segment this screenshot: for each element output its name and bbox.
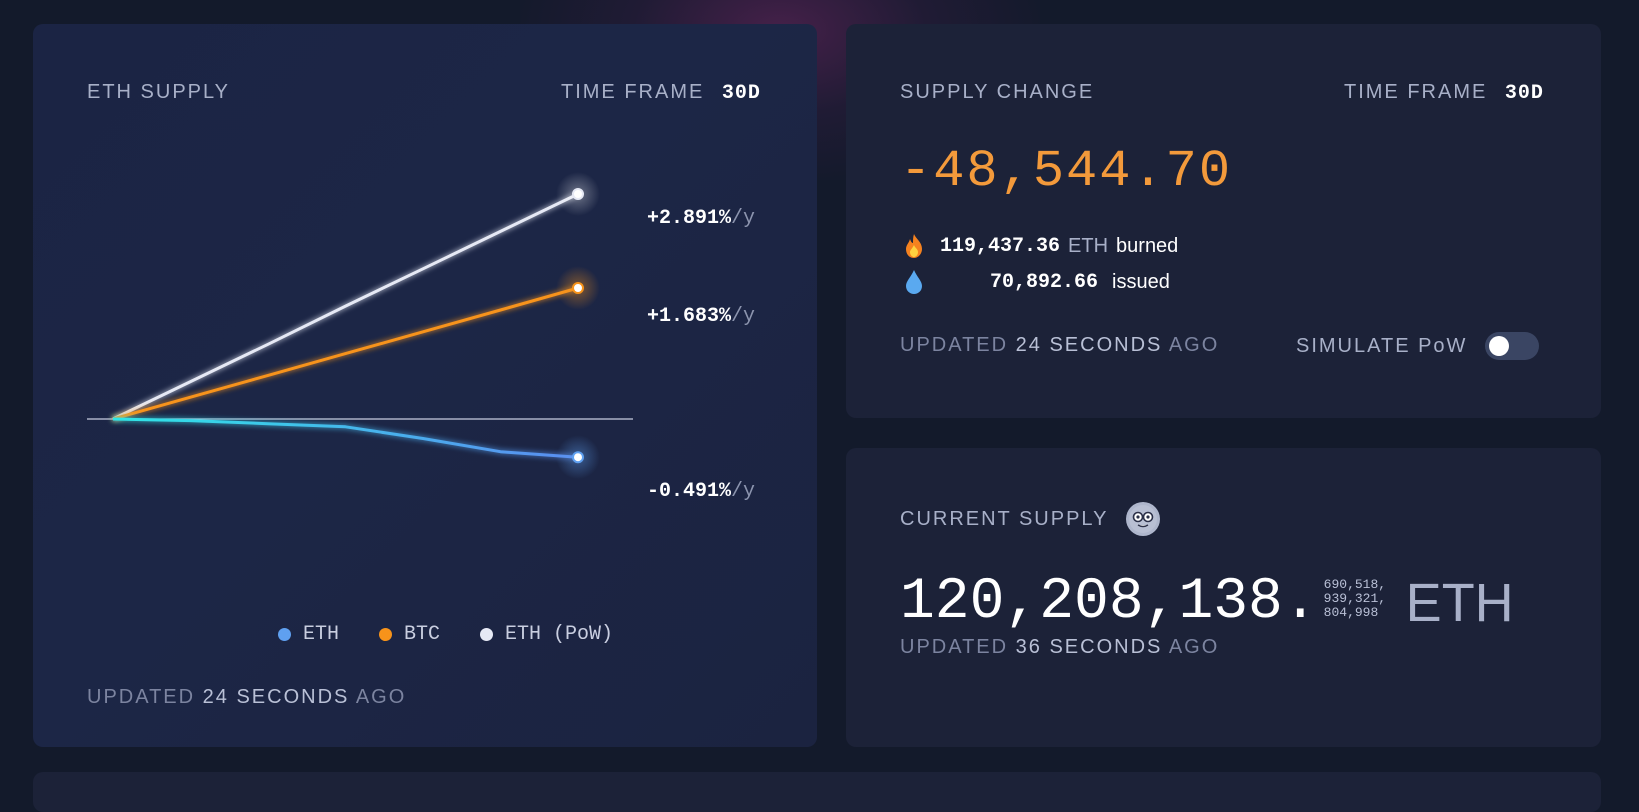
legend-item-btc[interactable]: BTC [379, 623, 440, 646]
burned-amount: 119,437.36 [940, 234, 1061, 258]
supply-unit: ETH [1405, 573, 1514, 633]
simulate-pow-toggle[interactable] [1485, 332, 1540, 360]
supply-change-updated: UPDATED 24 SECONDS AGO [900, 334, 1219, 357]
legend-item-eth-pow[interactable]: ETH (PoW) [480, 623, 613, 646]
supply-fraction: 690,518, 939,321, 804,998 [1324, 578, 1396, 620]
supply-change-title: SUPPLY CHANGE [900, 81, 1095, 103]
simulate-pow: SIMULATE PoW [1296, 332, 1540, 360]
updated-prefix: UPDATED [900, 636, 1009, 658]
pow-unit: /y [731, 207, 756, 230]
series-line-btc [112, 286, 579, 421]
eth-supply-card: ETH SUPPLY TIME FRAME 30d +2.891%/y +1.6… [33, 24, 817, 747]
time-frame-label: TIME FRAME [561, 81, 705, 103]
time-frame-label: TIME FRAME [1344, 81, 1488, 103]
current-supply-updated: UPDATED 36 SECONDS AGO [900, 636, 1219, 659]
current-supply-title: CURRENT SUPPLY [900, 508, 1109, 530]
current-supply-value: 120,208,138. 690,518, 939,321, 804,998 E… [900, 568, 1514, 638]
legend-label-eth-pow: ETH (PoW) [505, 623, 614, 646]
issued-amount: 70,892.66 [990, 270, 1099, 294]
fraction-line: 939,321, [1323, 591, 1387, 606]
updated-value: 24 SECONDS [202, 686, 350, 708]
updated-suffix: AGO [1168, 334, 1220, 356]
legend-label-btc: BTC [404, 623, 441, 646]
pow-end-label: +2.891%/y [647, 207, 755, 230]
fraction-line: 804,998 [1323, 605, 1379, 620]
supply-integer: 120,208,138. [900, 570, 1318, 635]
btc-dot-icon [379, 628, 393, 641]
issued-row: 70,892.66 issued [900, 268, 1170, 296]
droplet-icon [900, 268, 928, 296]
eth-pow-dot-icon [480, 628, 494, 641]
updated-value: 24 SECONDS [1015, 334, 1163, 356]
current-supply-card: CURRENT SUPPLY 120,208,138. 690,518, 939… [846, 448, 1601, 747]
updated-prefix: UPDATED [900, 334, 1009, 356]
eth-supply-updated: UPDATED 24 SECONDS AGO [87, 686, 406, 709]
simulate-pow-label: SIMULATE PoW [1296, 334, 1468, 357]
updated-value: 36 SECONDS [1015, 636, 1163, 658]
series-end-point-btc[interactable] [572, 282, 584, 295]
burned-row: 119,437.36 ETH burned [900, 232, 1178, 260]
legend-item-eth[interactable]: ETH [278, 623, 339, 646]
updated-suffix: AGO [1168, 636, 1220, 658]
btc-end-label: +1.683%/y [647, 305, 755, 328]
issued-word: issued [1112, 270, 1170, 293]
chart-legend: ETH BTC ETH (PoW) [278, 623, 613, 646]
updated-suffix: AGO [355, 686, 407, 708]
btc-percent: +1.683% [647, 305, 732, 328]
eth-dot-icon [278, 628, 291, 641]
toggle-knob [1489, 336, 1510, 356]
time-frame-selector[interactable]: TIME FRAME 30d [1344, 81, 1544, 105]
burned-unit: ETH [1068, 234, 1109, 257]
series-line-eth [112, 417, 579, 459]
eth-percent: -0.491% [647, 480, 732, 503]
series-end-point-eth-pow[interactable] [572, 188, 584, 200]
legend-label-eth: ETH [303, 623, 340, 646]
time-frame-value[interactable]: 30d [721, 82, 761, 105]
series-end-point-eth[interactable] [572, 451, 584, 464]
pow-percent: +2.891% [647, 207, 732, 230]
next-section-card [33, 772, 1601, 812]
time-frame-value[interactable]: 30d [1504, 82, 1544, 105]
eth-supply-title: ETH SUPPLY [87, 81, 230, 103]
burned-word: burned [1116, 234, 1179, 257]
fire-icon [900, 232, 928, 260]
nerd-face-icon [1126, 502, 1160, 536]
supply-chart [87, 172, 633, 480]
eth-unit: /y [731, 480, 756, 503]
fraction-line: 690,518, [1323, 577, 1387, 592]
series-line-eth-pow [112, 192, 579, 421]
time-frame-selector[interactable]: TIME FRAME 30d [561, 81, 761, 105]
eth-end-label: -0.491%/y [647, 480, 755, 503]
supply-change-card: SUPPLY CHANGE TIME FRAME 30d -48,544.70 … [846, 24, 1601, 418]
btc-unit: /y [731, 305, 756, 328]
updated-prefix: UPDATED [87, 686, 196, 708]
supply-change-value: -48,544.70 [900, 142, 1233, 201]
